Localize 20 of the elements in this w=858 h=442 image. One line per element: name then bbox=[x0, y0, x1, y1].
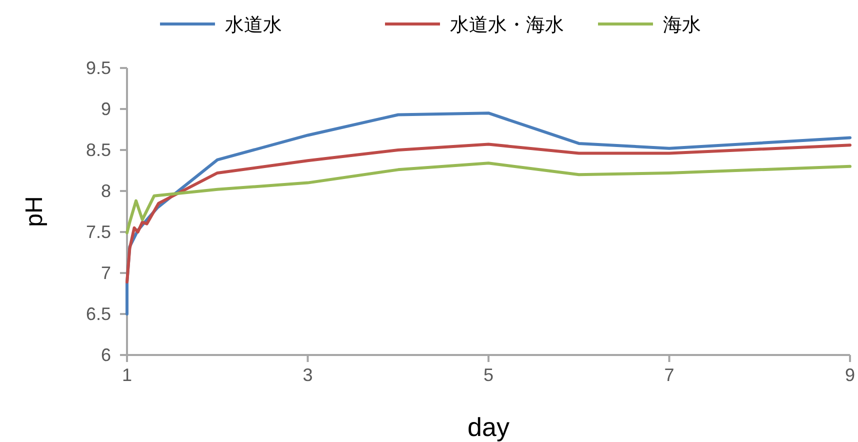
line-series bbox=[126, 142, 852, 284]
y-tick-label: 7 bbox=[100, 263, 111, 283]
x-tick-label: 7 bbox=[664, 365, 674, 385]
x-axis-title: day bbox=[468, 412, 510, 442]
y-tick-label: 6 bbox=[100, 345, 111, 365]
y-tick-label: 7.5 bbox=[86, 222, 111, 242]
legend-label: 海水 bbox=[663, 15, 701, 36]
x-tick-label: 1 bbox=[122, 365, 132, 385]
y-tick-label: 8.5 bbox=[86, 140, 111, 160]
line-series bbox=[126, 162, 852, 234]
y-tick-label: 9 bbox=[100, 99, 111, 119]
legend-label: 水道水・海水 bbox=[450, 15, 564, 36]
x-tick-label: 3 bbox=[302, 365, 313, 385]
y-tick-label: 6.5 bbox=[86, 304, 111, 324]
legend-label: 水道水 bbox=[225, 15, 282, 36]
x-tick-label: 9 bbox=[844, 365, 856, 385]
x-tick-label: 5 bbox=[483, 365, 494, 385]
y-tick-label: 9.5 bbox=[86, 58, 111, 78]
y-tick-label: 8 bbox=[100, 181, 111, 201]
y-axis-title: pH bbox=[21, 196, 48, 227]
